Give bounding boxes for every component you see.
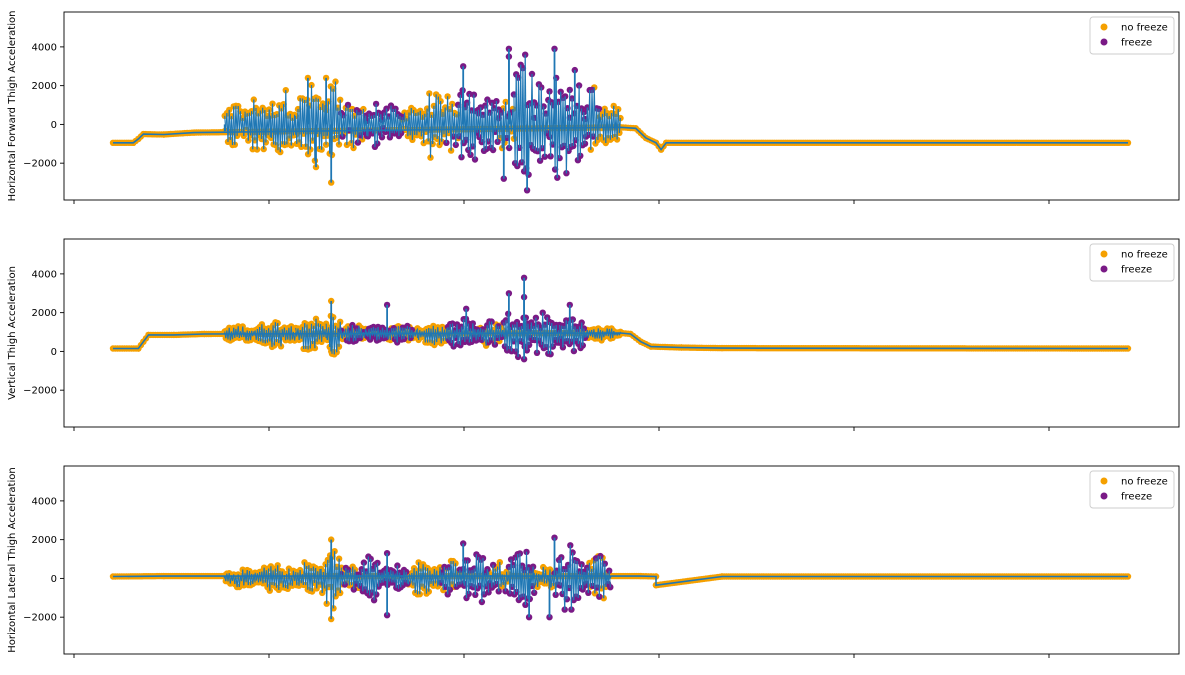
data-point bbox=[469, 320, 476, 327]
signal-segment bbox=[499, 562, 502, 587]
chart-panel-2: −2000 0 2000 4000 Vertical Thigh Acceleratio… bbox=[7, 238, 1180, 431]
signal-segment bbox=[583, 571, 586, 586]
signal-segment bbox=[380, 114, 383, 138]
y-tick-label: 4000 bbox=[32, 42, 57, 53]
signal-segment bbox=[474, 111, 477, 160]
data-point bbox=[349, 321, 356, 329]
legend-box bbox=[1089, 470, 1175, 509]
y-tick-label: 2000 bbox=[32, 81, 57, 92]
legend: no freeze freeze bbox=[1089, 470, 1175, 509]
y-axis-label: Horizontal Forward Thigh Acceleration bbox=[7, 11, 18, 202]
data-point bbox=[566, 301, 573, 309]
y-tick-label: 0 bbox=[51, 347, 57, 358]
data-point bbox=[513, 318, 521, 326]
y-tick-label: 0 bbox=[51, 120, 57, 131]
signal-segment bbox=[532, 566, 535, 593]
legend-marker bbox=[1100, 38, 1108, 46]
signal-segment bbox=[512, 108, 515, 139]
signal-segment bbox=[339, 321, 342, 339]
legend-label: freeze bbox=[1121, 265, 1152, 276]
y-tick-label: 0 bbox=[51, 574, 57, 585]
legend-label: freeze bbox=[1121, 492, 1152, 503]
y-axis-label: Horizontal Lateral Thigh Acceleration bbox=[7, 467, 18, 652]
signal-segment bbox=[339, 99, 342, 136]
signal-segment bbox=[547, 99, 551, 137]
legend-marker bbox=[1100, 492, 1108, 500]
signal-baseline bbox=[112, 575, 1128, 587]
legend-box bbox=[1089, 243, 1175, 282]
signal-segment bbox=[242, 326, 245, 338]
signal-segment bbox=[405, 571, 408, 584]
signal-segment bbox=[598, 108, 601, 137]
legend-label: no freeze bbox=[1121, 23, 1168, 34]
signal-segment bbox=[497, 109, 500, 142]
axes-frame bbox=[63, 465, 1180, 655]
signal-line bbox=[113, 48, 1128, 191]
signal-segment bbox=[280, 329, 283, 347]
signal-line bbox=[112, 537, 1128, 620]
signal-segment bbox=[436, 570, 439, 587]
legend-marker bbox=[1100, 477, 1108, 485]
signal-segment bbox=[456, 114, 459, 139]
y-tick-label: 2000 bbox=[32, 308, 57, 319]
signal-segment bbox=[334, 81, 338, 138]
signal-baseline bbox=[113, 126, 1128, 151]
signal-segment bbox=[486, 569, 490, 593]
legend-marker bbox=[1100, 23, 1108, 31]
data-point bbox=[578, 319, 585, 326]
signal-segment bbox=[324, 105, 327, 145]
signal-segment bbox=[532, 102, 535, 149]
legend-label: freeze bbox=[1121, 38, 1152, 49]
legend-marker bbox=[1100, 265, 1108, 273]
signal-line bbox=[113, 277, 1129, 360]
data-point bbox=[383, 301, 391, 309]
legend-box bbox=[1089, 16, 1175, 55]
y-tick-label: −2000 bbox=[23, 159, 57, 170]
data-point bbox=[274, 319, 281, 327]
signal-segment bbox=[618, 118, 622, 133]
signal-segment bbox=[359, 576, 363, 587]
axes-frame bbox=[63, 238, 1180, 428]
signal-segment bbox=[568, 89, 571, 151]
y-tick-label: −2000 bbox=[23, 386, 57, 397]
signal-segment bbox=[365, 328, 368, 336]
legend: no freeze freeze bbox=[1089, 16, 1175, 55]
y-axis-label: Vertical Thigh Acceleration bbox=[7, 266, 18, 400]
y-tick-label: 4000 bbox=[32, 269, 57, 280]
y-tick-label: 4000 bbox=[32, 496, 57, 507]
legend-label: no freeze bbox=[1121, 477, 1168, 488]
signal-segment bbox=[339, 567, 342, 594]
signal-segment bbox=[608, 570, 611, 588]
legend-marker bbox=[1100, 250, 1108, 258]
signal-segment bbox=[527, 323, 530, 346]
signal-segment bbox=[517, 326, 520, 357]
signal-segment bbox=[476, 329, 479, 340]
chart-panel-3: −2000 0 2000 4000 Horizontal Lateral Thigh A… bbox=[7, 465, 1180, 658]
legend: no freeze freeze bbox=[1089, 243, 1175, 282]
signal-segment bbox=[319, 569, 322, 585]
axes-frame bbox=[63, 11, 1180, 201]
signal-segment bbox=[508, 112, 511, 149]
signal-baseline bbox=[113, 332, 1129, 350]
y-tick-label: 2000 bbox=[32, 535, 57, 546]
y-tick-label: −2000 bbox=[23, 613, 57, 624]
signal-segment bbox=[544, 113, 547, 157]
signal-segment bbox=[365, 115, 368, 136]
signal-segment bbox=[238, 575, 241, 588]
chart-panel-1: −2000 0 2000 4000 Horizontal Forward Thigh A… bbox=[7, 11, 1180, 204]
legend-label: no freeze bbox=[1121, 250, 1168, 261]
